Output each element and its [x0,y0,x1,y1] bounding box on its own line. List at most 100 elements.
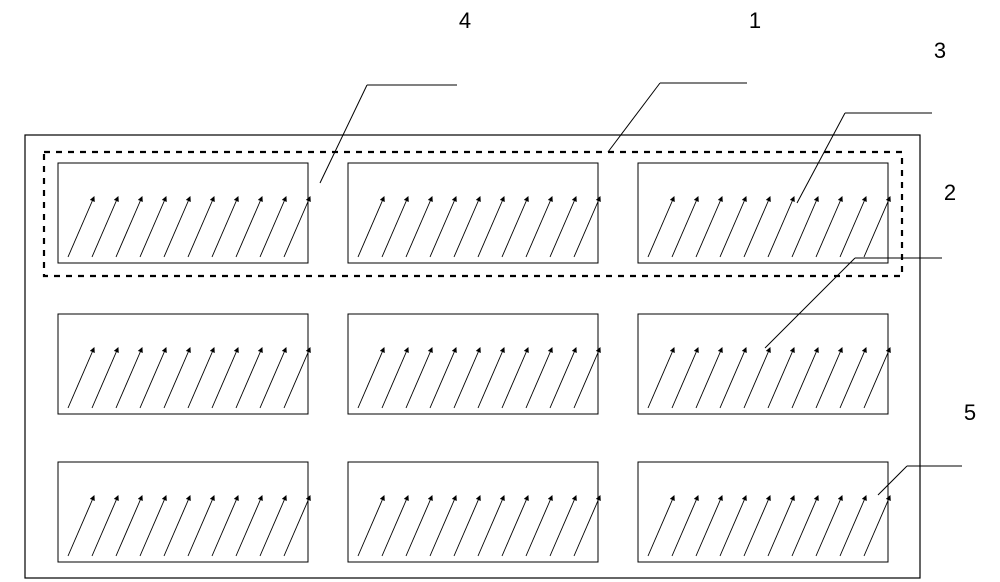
hatch-arrow [164,348,190,408]
hatch-arrow [526,348,552,408]
hatch-arrow [744,496,770,556]
hatched-cell [638,163,890,263]
hatch-arrow [212,496,238,556]
hatch-arrow [648,496,674,556]
hatch-arrow [744,348,770,408]
leader-line [765,258,855,348]
hatch-arrow [648,348,674,408]
hatch-arrow [68,496,94,556]
hatch-arrow [502,348,528,408]
hatch-arrow [430,348,456,408]
hatch-arrow [68,348,94,408]
hatch-arrow [720,496,746,556]
hatch-arrow [574,197,600,257]
callout-label: 5 [964,400,976,425]
hatched-cell [638,314,890,414]
hatch-arrow [696,348,722,408]
callout: 2 [765,180,956,348]
callout-label: 4 [459,8,471,33]
hatch-arrow [236,197,262,257]
hatch-arrow [284,197,310,257]
hatch-arrow [864,496,890,556]
hatch-arrow [526,496,552,556]
hatch-arrow [164,496,190,556]
hatch-arrow [260,348,286,408]
hatch-arrow [260,496,286,556]
hatch-arrow [358,348,384,408]
hatch-arrow [864,197,890,257]
hatch-arrow [92,348,118,408]
hatched-cell [58,314,310,414]
hatch-arrow [502,496,528,556]
hatch-arrow [382,197,408,257]
hatch-arrow [840,348,866,408]
hatch-arrow [768,348,794,408]
hatch-arrow [550,348,576,408]
hatch-arrow [720,348,746,408]
hatch-arrow [212,197,238,257]
hatch-arrow [188,496,214,556]
hatch-arrow [816,197,842,257]
hatched-cell [58,163,310,263]
hatch-arrow [840,496,866,556]
hatch-arrow [792,197,818,257]
hatch-arrow [188,348,214,408]
hatch-arrow [92,496,118,556]
hatch-arrow [696,197,722,257]
hatch-arrow [116,348,142,408]
hatch-arrow [672,197,698,257]
hatch-arrow [768,197,794,257]
hatch-arrow [68,197,94,257]
hatch-arrow [574,348,600,408]
hatch-arrow [744,197,770,257]
callout: 4 [320,8,471,183]
hatch-arrow [478,197,504,257]
hatch-arrow [92,197,118,257]
hatch-arrow [236,496,262,556]
hatch-arrow [672,348,698,408]
hatch-arrow [648,197,674,257]
hatch-arrow [478,348,504,408]
hatch-arrow [720,197,746,257]
callout: 1 [608,8,761,152]
hatched-cell [348,163,600,263]
callout-label: 1 [749,8,761,33]
hatch-arrow [188,197,214,257]
callout-label: 2 [944,180,956,205]
callout: 5 [878,400,976,495]
hatch-arrow [816,496,842,556]
callout-label: 3 [934,38,946,63]
hatch-arrow [816,348,842,408]
callout: 3 [797,38,946,203]
hatched-cell [348,462,600,562]
hatch-arrow [382,496,408,556]
hatch-arrow [284,496,310,556]
hatch-arrow [140,348,166,408]
leader-line [797,113,845,203]
hatch-arrow [140,496,166,556]
hatch-arrow [768,496,794,556]
hatch-arrow [696,496,722,556]
hatch-arrow [140,197,166,257]
hatch-arrow [454,197,480,257]
leader-line [878,466,907,495]
hatch-arrow [792,348,818,408]
hatched-cell [638,462,890,562]
hatch-arrow [260,197,286,257]
hatch-arrow [840,197,866,257]
hatch-arrow [358,496,384,556]
hatch-arrow [672,496,698,556]
hatch-arrow [212,348,238,408]
hatch-arrow [792,496,818,556]
hatched-cell [58,462,310,562]
hatch-arrow [116,496,142,556]
leader-line [320,85,367,183]
hatch-arrow [358,197,384,257]
hatch-arrow [406,348,432,408]
hatch-arrow [430,197,456,257]
diagram-svg: 4 1 3 2 5 [0,0,1000,582]
diagram-stage: 4 1 3 2 5 [0,0,1000,582]
leader-line [608,83,660,152]
hatch-arrow [116,197,142,257]
hatch-arrow [406,197,432,257]
